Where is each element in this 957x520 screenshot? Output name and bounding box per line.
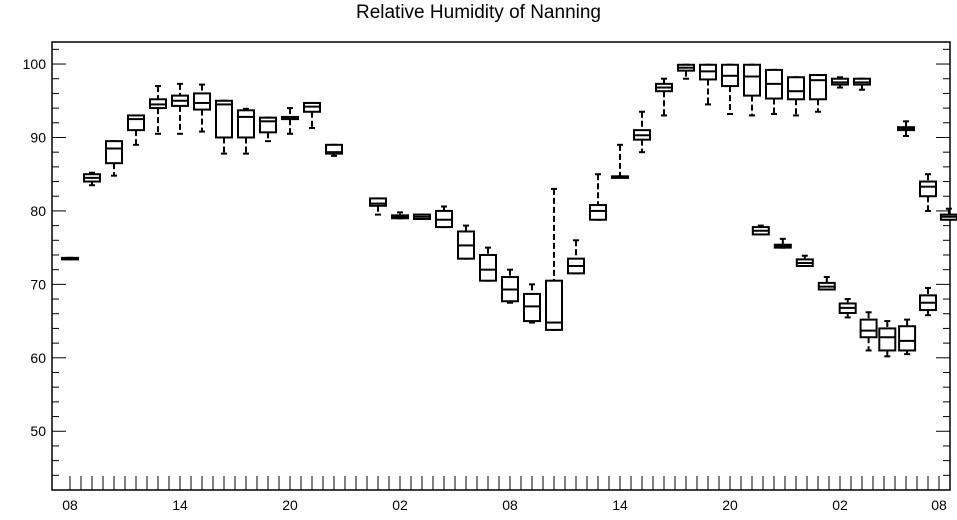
y-tick-label: 90 <box>30 129 46 145</box>
x-tick-label: 02 <box>392 497 408 513</box>
x-tick-label: 20 <box>722 497 738 513</box>
x-tick-label: 08 <box>62 497 78 513</box>
box-66 <box>787 76 805 101</box>
box-78 <box>919 180 937 198</box>
y-tick-label: 80 <box>30 203 46 219</box>
box-r5 <box>859 318 878 339</box>
box-12 <box>193 92 211 111</box>
box-14 <box>215 99 233 139</box>
box-62 <box>743 63 761 97</box>
x-tick-label: 14 <box>172 497 188 513</box>
x-tick-label: 02 <box>832 497 848 513</box>
x-tick-label: 20 <box>282 497 298 513</box>
box-4 <box>105 140 123 165</box>
x-tick-label: 08 <box>502 497 518 513</box>
x-tick-label: 08 <box>931 497 947 513</box>
box-18 <box>259 116 277 134</box>
box-44 <box>545 279 563 331</box>
plot-frame <box>51 41 951 491</box>
box-16 <box>237 109 255 139</box>
chart-title: Relative Humidity of Nanning <box>355 2 601 23</box>
box-48 <box>589 204 607 221</box>
box-42 <box>523 292 541 323</box>
box-68 <box>809 74 827 101</box>
box-28 <box>369 197 387 207</box>
box-r6 <box>878 327 897 352</box>
box-r7 <box>898 325 917 352</box>
y-tick-label: 60 <box>30 350 46 366</box>
box-6 <box>127 114 145 132</box>
y-tick-label: 100 <box>23 56 47 72</box>
box-38 <box>479 253 497 282</box>
y-tick-label: 70 <box>30 276 46 292</box>
y-tick-label: 50 <box>30 423 46 439</box>
x-tick-label: 14 <box>612 497 628 513</box>
box-24 <box>325 143 343 155</box>
